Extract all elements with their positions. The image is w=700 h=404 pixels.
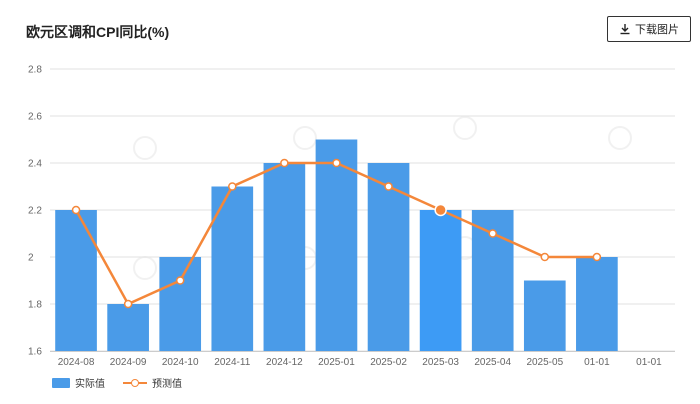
x-tick-label: 01-01 [636, 357, 662, 368]
watermark-logo [608, 126, 632, 150]
bar [107, 304, 149, 351]
forecast-point [280, 158, 289, 168]
x-tick-label: 01-01 [584, 357, 610, 368]
line-series [71, 158, 602, 309]
download-icon [620, 24, 630, 35]
legend-label-actual: 实际值 [75, 379, 105, 390]
bar [367, 163, 410, 351]
x-tick-label: 2025-03 [422, 357, 459, 368]
download-image-button[interactable]: 下载图片 [607, 16, 691, 42]
y-tick-label: 2.6 [28, 112, 42, 123]
y-tick-label: 1.8 [28, 300, 42, 311]
forecast-point [71, 205, 81, 215]
bar [55, 210, 97, 351]
y-axis: 1.6 1.8 2 2.2 2.4 2.6 2.8 [28, 65, 42, 358]
y-tick-label: 2 [28, 253, 34, 264]
y-tick-label: 2.8 [28, 65, 42, 76]
watermark-logo [453, 116, 477, 140]
chart-title: 欧元区调和CPI同比(%) [26, 24, 170, 40]
watermark-logo [293, 126, 317, 150]
y-tick-label: 2.2 [28, 206, 42, 217]
bar-series [55, 139, 618, 351]
y-tick-label: 2.4 [28, 159, 42, 170]
legend-swatch-line [123, 378, 147, 388]
x-tick-label: 2025-01 [318, 357, 355, 368]
bar [315, 139, 358, 351]
x-tick-label: 2024-12 [266, 357, 303, 368]
x-axis: 2024-08 2024-09 2024-10 2024-11 2024-12 2025-… [50, 351, 675, 368]
x-tick-label: 2025-04 [474, 357, 511, 368]
download-image-label: 下载图片 [635, 23, 679, 36]
forecast-point [175, 276, 185, 285]
x-tick-label: 2024-08 [58, 357, 95, 368]
legend-swatch-bar [52, 377, 70, 388]
bar [576, 257, 618, 351]
x-tick-label: 2025-02 [370, 357, 407, 368]
legend-item-actual[interactable]: 实际值 [52, 375, 105, 390]
forecast-point [332, 158, 341, 168]
forecast-point [540, 252, 550, 262]
watermark-logo [133, 256, 157, 280]
bar [419, 210, 462, 351]
bar [263, 163, 306, 351]
legend: 实际值 预测值 [52, 375, 182, 390]
x-tick-label: 2024-09 [110, 357, 147, 368]
forecast-point [384, 182, 393, 191]
legend-item-forecast[interactable]: 预测值 [123, 375, 182, 390]
x-tick-label: 2024-10 [162, 357, 199, 368]
y-tick-label: 1.6 [28, 347, 42, 358]
x-tick-label: 2025-05 [526, 357, 563, 368]
bar [523, 280, 566, 351]
watermark-logo [133, 136, 157, 160]
forecast-point [592, 252, 602, 262]
forecast-point [488, 229, 497, 238]
forecast-point [123, 299, 133, 309]
forecast-point [228, 182, 237, 191]
legend-label-forecast: 预测值 [152, 379, 182, 390]
forecast-point [434, 203, 447, 217]
bar [159, 257, 202, 351]
x-tick-label: 2024-11 [214, 357, 250, 368]
